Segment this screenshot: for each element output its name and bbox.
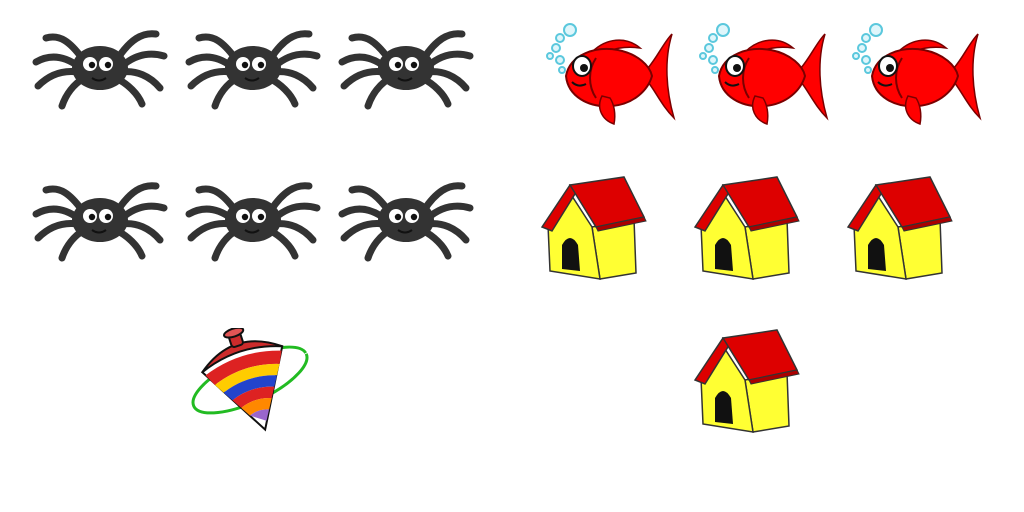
doghouse-icon bbox=[693, 175, 803, 285]
doghouse-icon bbox=[540, 175, 650, 285]
goldfish-icon bbox=[540, 20, 680, 130]
spinning-top-icon bbox=[180, 328, 320, 438]
spider-icon bbox=[30, 20, 170, 110]
spider-icon bbox=[30, 172, 170, 262]
spider-icon bbox=[336, 20, 476, 110]
goldfish-icon bbox=[693, 20, 833, 130]
doghouse-icon bbox=[846, 175, 956, 285]
spider-icon bbox=[336, 172, 476, 262]
spider-icon bbox=[183, 172, 323, 262]
goldfish-icon bbox=[846, 20, 986, 130]
spider-icon bbox=[183, 20, 323, 110]
doghouse-icon bbox=[693, 328, 803, 438]
